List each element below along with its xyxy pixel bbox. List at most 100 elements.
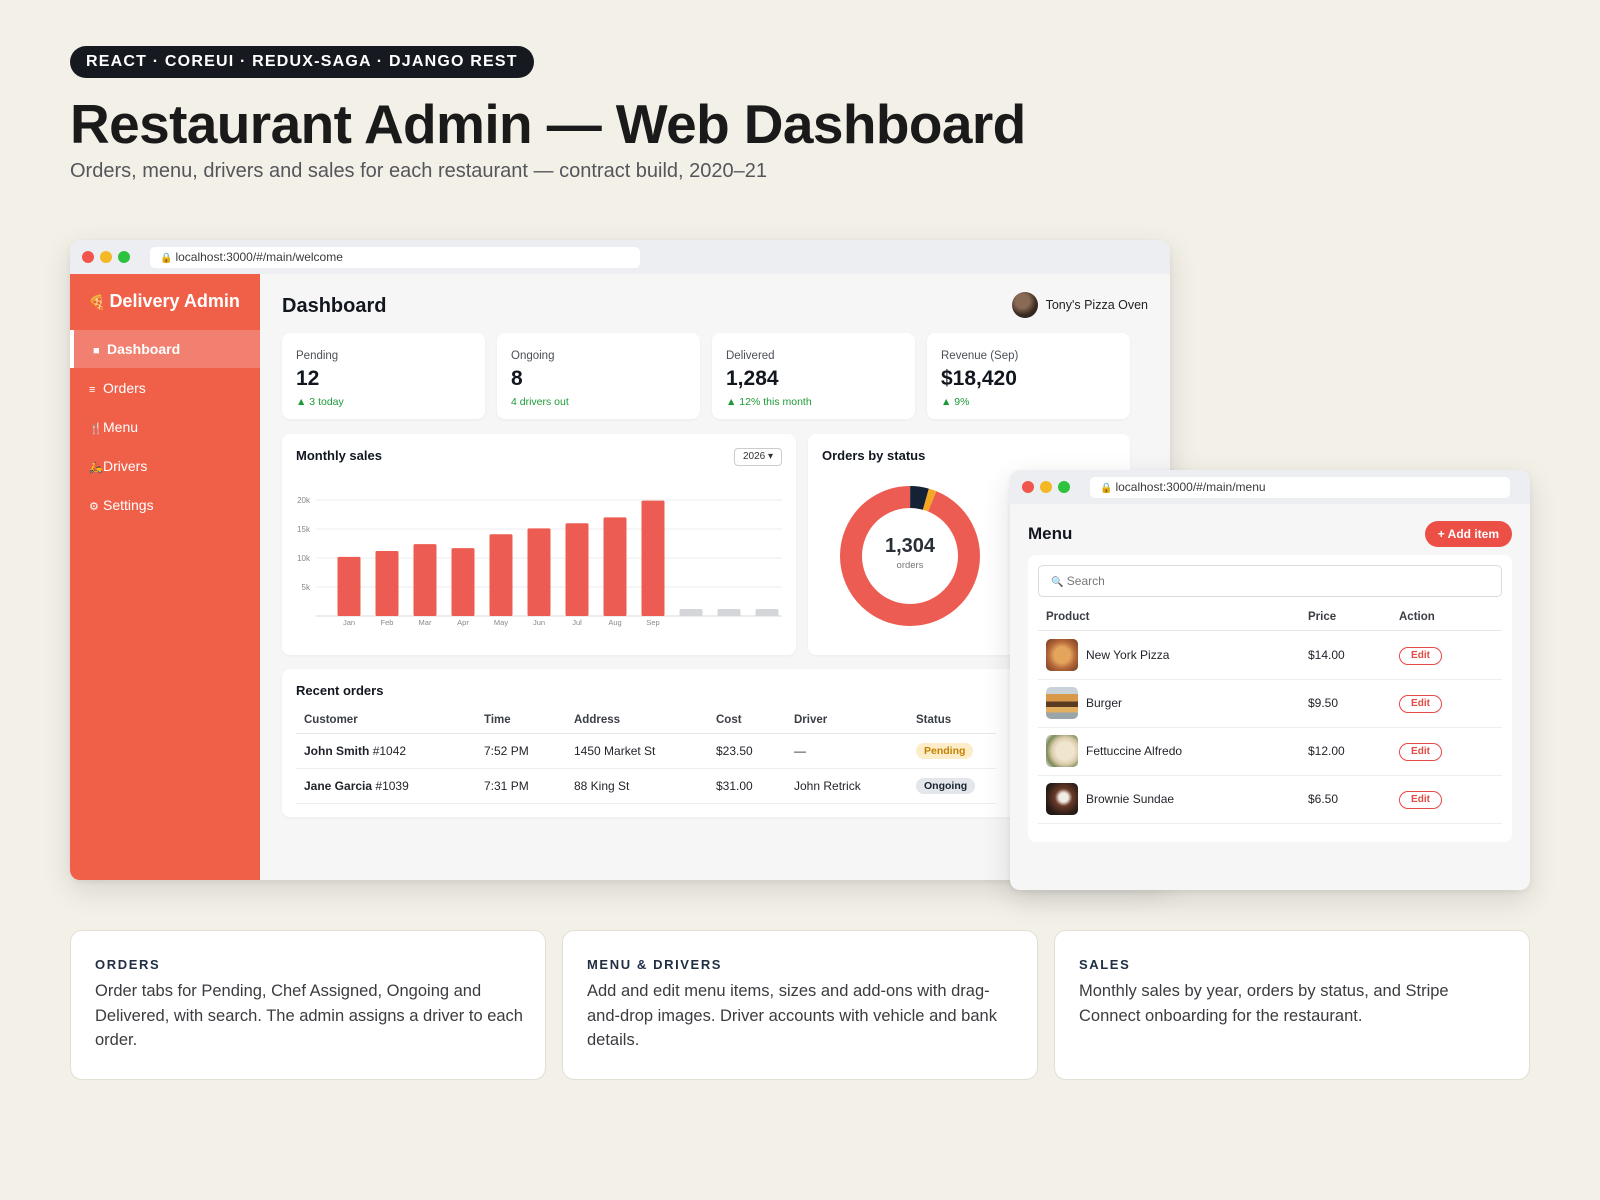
brand[interactable]: 🍕 Delivery Admin <box>88 291 240 312</box>
address-bar[interactable]: 🔒 localhost:3000/#/main/menu <box>1090 477 1510 498</box>
x-tick-label: May <box>494 618 508 627</box>
y-tick-label: 10k <box>297 554 311 563</box>
bar-jan[interactable] <box>337 556 361 616</box>
status-badge: Ongoing <box>916 777 976 794</box>
edit-button[interactable]: Edit <box>1399 647 1442 665</box>
column-header[interactable]: Price <box>1308 611 1337 623</box>
search-input[interactable]: 🔍 Search <box>1038 565 1502 597</box>
donut-center-value: 1,304 <box>885 535 936 557</box>
feature-text: Order tabs for Pending, Chef Assigned, O… <box>95 982 523 1049</box>
orders-by-status-title: Orders by status <box>822 448 926 463</box>
menu-table-card: 🔍 Search Product Price Action New York P… <box>1028 555 1512 842</box>
restaurant-account[interactable]: Tony's Pizza Oven <box>1011 291 1148 319</box>
minimize-window-dot[interactable] <box>100 251 112 263</box>
order-id: #1042 <box>372 743 407 758</box>
recent-orders-title: Recent orders <box>296 683 384 698</box>
stat-delta: ▲ 12% this month <box>726 396 812 408</box>
sidebar-item-settings[interactable]: ⚙ Settings <box>70 486 260 524</box>
x-tick-label: Jul <box>572 618 582 627</box>
x-tick-label: Sep <box>646 618 659 627</box>
table-row[interactable]: New York Pizza $14.00 Edit <box>1038 631 1502 680</box>
column-header[interactable]: Product <box>1046 611 1090 623</box>
edit-button[interactable]: Edit <box>1399 791 1442 809</box>
x-tick-label: Mar <box>419 618 432 627</box>
bar-jun[interactable] <box>527 528 551 616</box>
status-badge: Pending <box>916 742 974 759</box>
page-subtitle: Orders, menu, drivers and sales for each… <box>70 160 768 182</box>
stat-value: 12 <box>296 367 320 390</box>
stat-card-revenue[interactable]: Revenue (Sep) $18,420 ▲ 9% <box>927 333 1130 419</box>
lock-icon: 🔒 <box>1100 483 1113 494</box>
edit-button[interactable]: Edit <box>1399 695 1442 713</box>
driver-cell[interactable]: John Retrick <box>786 768 908 804</box>
product-price: $6.50 <box>1308 792 1339 806</box>
stat-card-ongoing[interactable]: Ongoing 8 4 drivers out <box>497 333 700 419</box>
page-title: Restaurant Admin — Web Dashboard <box>70 93 1026 155</box>
feature-heading: SALES <box>1079 957 1131 972</box>
customer-name: Jane Garcia <box>304 778 373 793</box>
minimize-window-dot[interactable] <box>1040 481 1052 493</box>
edit-button[interactable]: Edit <box>1399 743 1442 761</box>
bar-dec[interactable] <box>755 609 779 616</box>
x-tick-label: Jun <box>533 618 545 627</box>
donut-slice-delivered[interactable] <box>833 479 987 633</box>
time-cell: 7:52 PM <box>476 733 566 769</box>
column-header[interactable]: Time <box>476 707 566 734</box>
column-header[interactable]: Status <box>908 707 996 734</box>
feature-text: Add and edit menu items, sizes and add-o… <box>587 982 997 1049</box>
address-cell: 1450 Market St <box>566 733 708 769</box>
product-thumbnail <box>1046 735 1078 767</box>
bar-may[interactable] <box>489 534 513 616</box>
stat-value: $18,420 <box>941 367 1017 390</box>
table-row[interactable]: Brownie Sundae $6.50 Edit <box>1038 775 1502 824</box>
table-row[interactable]: Fettuccine Alfredo $12.00 Edit <box>1038 727 1502 776</box>
bar-nov[interactable] <box>717 609 741 616</box>
bar-mar[interactable] <box>413 544 437 616</box>
bar-feb[interactable] <box>375 551 399 616</box>
feature-card-menu-drivers: MENU & DRIVERS Add and edit menu items, … <box>562 930 1038 1080</box>
bar-jul[interactable] <box>565 523 589 616</box>
y-tick-label: 20k <box>297 496 311 505</box>
bar-oct[interactable] <box>679 609 703 616</box>
y-tick-label: 5k <box>302 583 311 592</box>
sidebar-item-menu[interactable]: 🍴Menu <box>70 408 260 446</box>
list-icon: ≡ <box>89 384 96 396</box>
close-window-dot[interactable] <box>1022 481 1034 493</box>
sidebar-item-dashboard[interactable]: ■ Dashboard <box>70 330 260 368</box>
monthly-sales-card: 5k 10k 15k 20k Jan Feb Mar Apr May Jun Jul Aug Sep M… <box>282 434 796 655</box>
address-text: localhost:3000/#/main/menu <box>1115 480 1266 494</box>
x-tick-label: Apr <box>457 618 469 627</box>
product-name: Brownie Sundae <box>1086 792 1175 806</box>
maximize-window-dot[interactable] <box>1058 481 1070 493</box>
column-header[interactable]: Customer <box>296 707 476 734</box>
stat-label: Delivered <box>726 350 775 362</box>
sidebar: 🍕 Delivery Admin ■ Dashboard ≡ Orders 🍴Menu… <box>70 274 260 880</box>
column-header[interactable]: Cost <box>708 707 786 734</box>
add-item-button[interactable]: + Add item <box>1424 521 1512 547</box>
close-window-dot[interactable] <box>82 251 94 263</box>
bar-sep[interactable] <box>641 500 665 616</box>
stat-card-pending[interactable]: Pending 12 ▲ 3 today <box>282 333 485 419</box>
stat-card-delivered[interactable]: Delivered 1,284 ▲ 12% this month <box>712 333 915 419</box>
year-select[interactable]: 2026 ▾ <box>733 448 782 466</box>
sidebar-item-drivers[interactable]: 🛵Drivers <box>70 447 260 485</box>
brand-label: Delivery Admin <box>109 291 240 311</box>
product-price: $12.00 <box>1308 744 1345 758</box>
table-row[interactable]: Burger $9.50 Edit <box>1038 679 1502 728</box>
address-bar[interactable]: 🔒 localhost:3000/#/main/welcome <box>150 247 640 268</box>
bar-apr[interactable] <box>451 548 475 616</box>
driver-cell[interactable]: — <box>786 733 908 769</box>
table-row[interactable]: Jane Garcia #1039 7:31 PM 88 King St $31… <box>296 768 996 804</box>
sidebar-item-label: Drivers <box>103 458 148 474</box>
gear-icon: ⚙ <box>89 501 99 513</box>
restaurant-name: Tony's Pizza Oven <box>1045 298 1148 312</box>
table-row[interactable]: John Smith #1042 7:52 PM 1450 Market St … <box>296 733 996 769</box>
column-header[interactable]: Action <box>1399 611 1435 623</box>
column-header[interactable]: Driver <box>786 707 908 734</box>
time-cell: 7:31 PM <box>476 768 566 804</box>
column-header[interactable]: Address <box>566 707 708 734</box>
maximize-window-dot[interactable] <box>118 251 130 263</box>
bar-aug[interactable] <box>603 517 627 616</box>
sidebar-item-orders[interactable]: ≡ Orders <box>70 369 260 407</box>
recent-orders-table: Customer Time Address Cost Driver Status… <box>296 707 996 804</box>
